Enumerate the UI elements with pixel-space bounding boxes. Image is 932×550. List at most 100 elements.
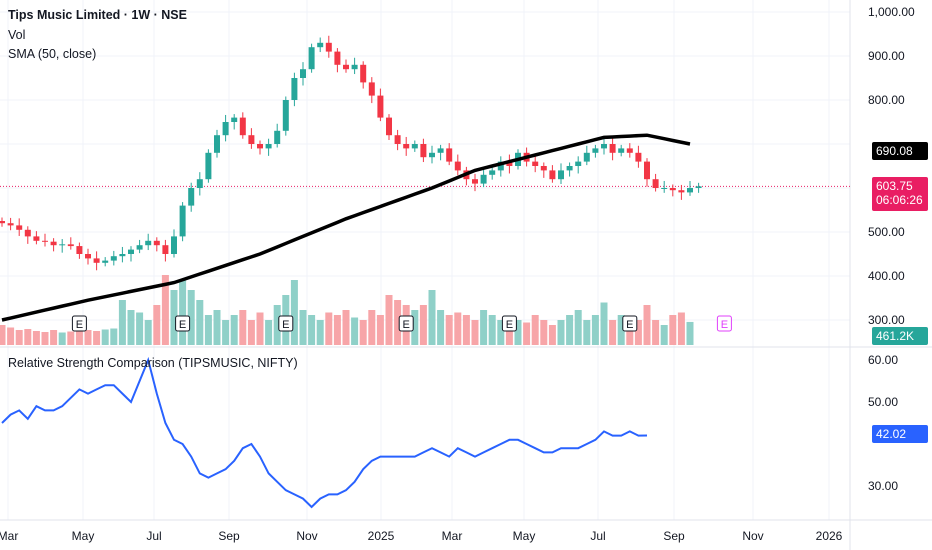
volume-bar <box>333 315 341 345</box>
volume-bar <box>308 315 316 345</box>
candle-body <box>558 170 564 180</box>
candle-body <box>351 64 358 70</box>
svg-text:E: E <box>403 319 410 331</box>
svg-text:E: E <box>76 319 83 331</box>
price-tick-label: 400.00 <box>868 269 905 283</box>
volume-bar <box>342 310 350 345</box>
candle-body <box>102 260 109 263</box>
volume-bar <box>677 312 685 345</box>
volume-bar <box>643 305 651 345</box>
volume-bar <box>505 325 513 345</box>
candle-body <box>652 179 659 188</box>
last-price: 603.75 <box>876 179 913 193</box>
volume-bar <box>75 329 83 345</box>
rs-legend[interactable]: Relative Strength Comparison (TIPSMUSIC,… <box>8 356 298 370</box>
candle-body <box>16 225 23 230</box>
bar-countdown: 06:06:26 <box>876 193 923 207</box>
sma-value-tag: 690.08 <box>872 142 928 160</box>
candle-body <box>678 190 685 193</box>
candle-body <box>282 100 289 131</box>
candle-body <box>214 135 220 153</box>
earnings-marker-icon[interactable]: E <box>175 315 191 332</box>
volume-bar <box>50 330 58 345</box>
candle-body <box>308 47 315 70</box>
volume-bar <box>0 325 6 345</box>
candle-body <box>472 179 478 184</box>
price-tick-label: 300.00 <box>868 313 905 327</box>
time-tick-label: Nov <box>742 529 763 543</box>
candle-body <box>644 161 650 180</box>
sma-line <box>1 133 691 322</box>
volume-bar <box>523 322 531 345</box>
volume-bar <box>419 305 427 345</box>
candle-body <box>59 244 66 246</box>
candle-body <box>33 236 40 241</box>
volume-bar <box>101 329 109 345</box>
volume-bar <box>153 305 161 345</box>
candle-body <box>205 152 212 180</box>
volume-bar <box>531 315 539 345</box>
sma-legend[interactable]: SMA (50, close) <box>8 47 97 61</box>
candle-body <box>394 135 401 144</box>
volume-bar <box>634 320 642 345</box>
volume-bar <box>574 310 582 345</box>
volume-bar <box>196 300 204 345</box>
volume-bar <box>617 315 625 345</box>
volume-bar <box>179 280 187 345</box>
candle-body <box>575 161 582 166</box>
volume-bar <box>497 320 505 345</box>
candle-body <box>583 152 590 162</box>
candle-body <box>420 144 427 158</box>
volume-bar <box>15 330 23 345</box>
rs-tick-label: 60.00 <box>868 353 898 367</box>
volume-bar <box>299 310 307 345</box>
volume-bar <box>110 328 118 345</box>
volume-bar <box>686 321 694 345</box>
candle-body <box>119 254 126 257</box>
price-tick-label: 900.00 <box>868 49 905 63</box>
earnings-marker-icon[interactable]: E <box>278 315 294 332</box>
candle-body <box>618 148 625 153</box>
candle-body <box>446 148 453 162</box>
time-tick-label: Jul <box>590 529 605 543</box>
volume-bar <box>454 312 462 345</box>
candle-body <box>93 258 100 263</box>
svg-text:E: E <box>282 319 289 331</box>
time-tick-label: Sep <box>218 529 240 543</box>
volume-bar <box>514 320 522 345</box>
rs-line <box>1 356 648 509</box>
candle-body <box>626 148 633 153</box>
volume-bar <box>609 320 617 345</box>
volume-bar <box>41 332 49 345</box>
future-earnings-marker-icon[interactable]: E <box>716 315 732 332</box>
volume-bar <box>566 315 574 345</box>
volume-bar <box>600 302 608 345</box>
volume-bar <box>290 280 298 345</box>
candle-body <box>67 244 74 247</box>
volume-bar <box>93 331 101 345</box>
volume-bar <box>247 320 255 345</box>
candle-body <box>497 161 504 171</box>
candle-body <box>540 166 547 171</box>
volume-bar <box>591 315 599 345</box>
candle-body <box>222 122 229 136</box>
candle-body <box>179 205 186 237</box>
rs-tick-label: 30.00 <box>868 479 898 493</box>
earnings-marker-icon[interactable]: E <box>501 315 517 332</box>
candle-body <box>377 95 384 118</box>
volume-legend[interactable]: Vol <box>8 28 26 42</box>
earnings-marker-icon[interactable]: E <box>398 315 414 332</box>
candle-body <box>145 240 152 246</box>
volume-bar <box>376 315 384 345</box>
earnings-marker-icon[interactable]: E <box>622 315 638 332</box>
earnings-marker-icon[interactable]: E <box>71 315 87 332</box>
candle-body <box>506 161 513 166</box>
candle-body <box>437 148 444 153</box>
candle-body <box>480 174 487 184</box>
volume-bar <box>230 315 238 345</box>
volume-bar <box>471 320 479 345</box>
candle-body <box>162 245 169 254</box>
svg-text:E: E <box>506 319 513 331</box>
candle-body <box>549 170 556 180</box>
